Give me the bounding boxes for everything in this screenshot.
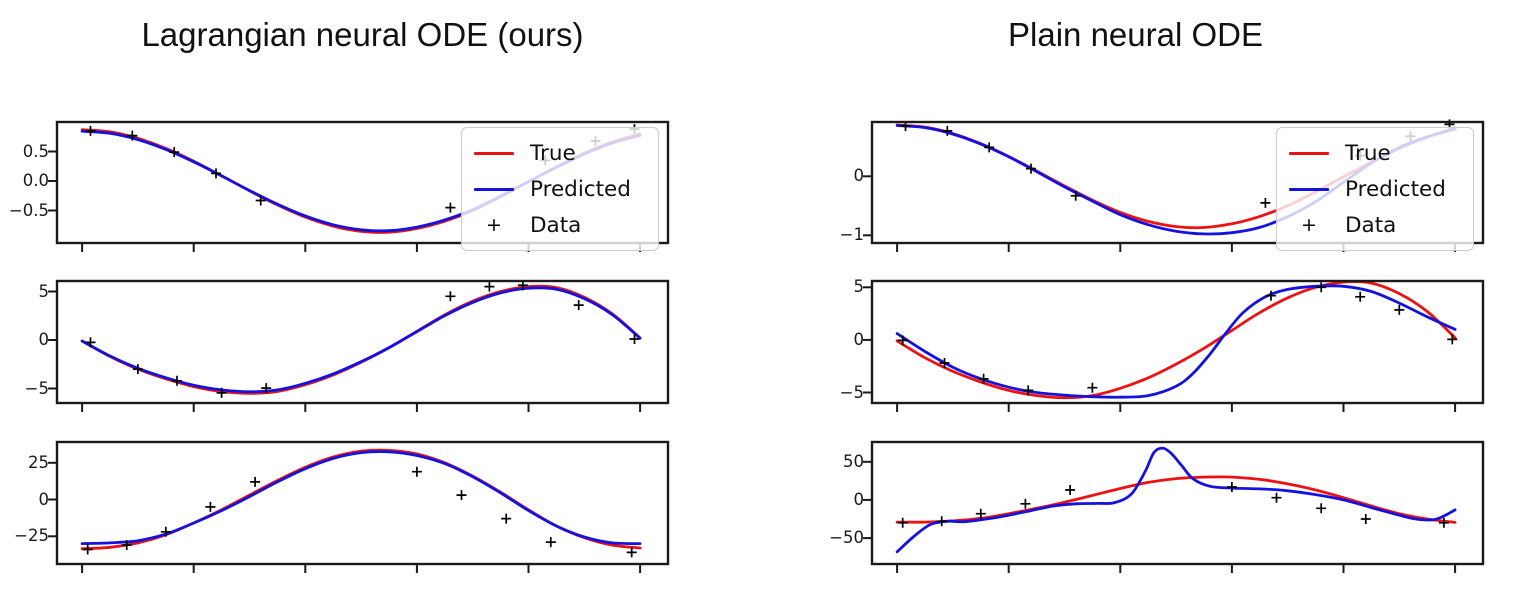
panel-lagrangian-row1: 0.5 0.0 −0.5 True Predicted + Data <box>9 120 670 252</box>
plot-canvas <box>48 440 670 573</box>
legend-line-sample-icon <box>1287 151 1331 155</box>
y-tick-label: −5 <box>839 382 864 402</box>
y-tick-label: 0 <box>853 166 865 186</box>
panel-plain-row1: 0 −1 True Predicted + Data <box>840 119 1485 252</box>
y-tick-label: 0 <box>38 330 50 349</box>
axes-frame <box>870 440 1485 566</box>
legend-item-data: + Data <box>1287 207 1465 243</box>
legend: True Predicted + Data <box>461 127 659 251</box>
legend-label: True <box>1345 140 1391 166</box>
y-tick-label: 25 <box>28 452 49 472</box>
y-tick-label: 5 <box>853 277 865 297</box>
y-tick-label: 0 <box>853 329 865 349</box>
plot-canvas <box>863 440 1485 573</box>
legend-label: Data <box>530 212 582 238</box>
panel-lagrangian-row2: 5 0 −5 <box>25 279 670 412</box>
y-tick-label: −1 <box>839 225 864 245</box>
legend-line-sample-icon <box>472 187 516 191</box>
legend-item-true: True <box>472 135 650 171</box>
axes-frame <box>55 279 670 405</box>
axes-frame <box>870 120 1485 245</box>
panel-plain-row2: 5 0 −5 <box>840 277 1485 412</box>
y-tick-label: 0.0 <box>22 171 49 190</box>
plot-canvas <box>863 279 1485 412</box>
axes-frame <box>55 120 670 245</box>
series-predicted-line <box>80 450 642 546</box>
y-tick-label: −5 <box>24 378 49 398</box>
legend-plus-marker-icon: + <box>1301 213 1317 236</box>
y-tick-label: −50 <box>829 528 864 548</box>
data-markers <box>897 282 1458 396</box>
legend-line-sample-icon <box>472 151 516 155</box>
plot-canvas <box>48 279 670 412</box>
y-tick-label: −0.5 <box>8 200 49 220</box>
series-true-line <box>895 475 1457 524</box>
legend-item-predicted: Predicted <box>472 171 650 207</box>
legend-label: True <box>530 140 576 166</box>
legend-item-predicted: Predicted <box>1287 171 1465 207</box>
legend-label: Predicted <box>530 176 631 202</box>
data-markers <box>82 466 637 558</box>
panel-lagrangian-row3: 25 0 −25 <box>14 440 670 573</box>
y-tick-label: 0 <box>853 489 865 509</box>
legend-item-data: + Data <box>472 207 650 243</box>
series-predicted-line <box>895 284 1457 399</box>
legend-plus-marker-icon: + <box>486 213 502 236</box>
series-predicted-line <box>895 446 1457 554</box>
panel-plain-row3: 50 0 −50 <box>829 440 1485 573</box>
legend-label: Data <box>1345 212 1397 238</box>
legend-label: Predicted <box>1345 176 1446 202</box>
y-tick-label: 50 <box>843 451 864 471</box>
axes-frame <box>55 440 670 566</box>
legend-item-true: True <box>1287 135 1465 171</box>
y-tick-label: 5 <box>38 281 50 301</box>
series-predicted-line <box>80 286 642 394</box>
title-plain-neural-ode: Plain neural ODE <box>1008 16 1263 53</box>
legend-line-sample-icon <box>1287 187 1331 191</box>
axes-frame <box>870 279 1485 405</box>
y-tick-label: 0 <box>38 489 50 509</box>
data-markers <box>897 482 1449 528</box>
y-tick-label: 0.5 <box>22 141 49 161</box>
data-markers <box>85 280 640 398</box>
y-tick-label: −25 <box>14 526 49 546</box>
title-lagrangian-neural-ode: Lagrangian neural ODE (ours) <box>141 16 584 53</box>
legend: True Predicted + Data <box>1276 127 1474 251</box>
